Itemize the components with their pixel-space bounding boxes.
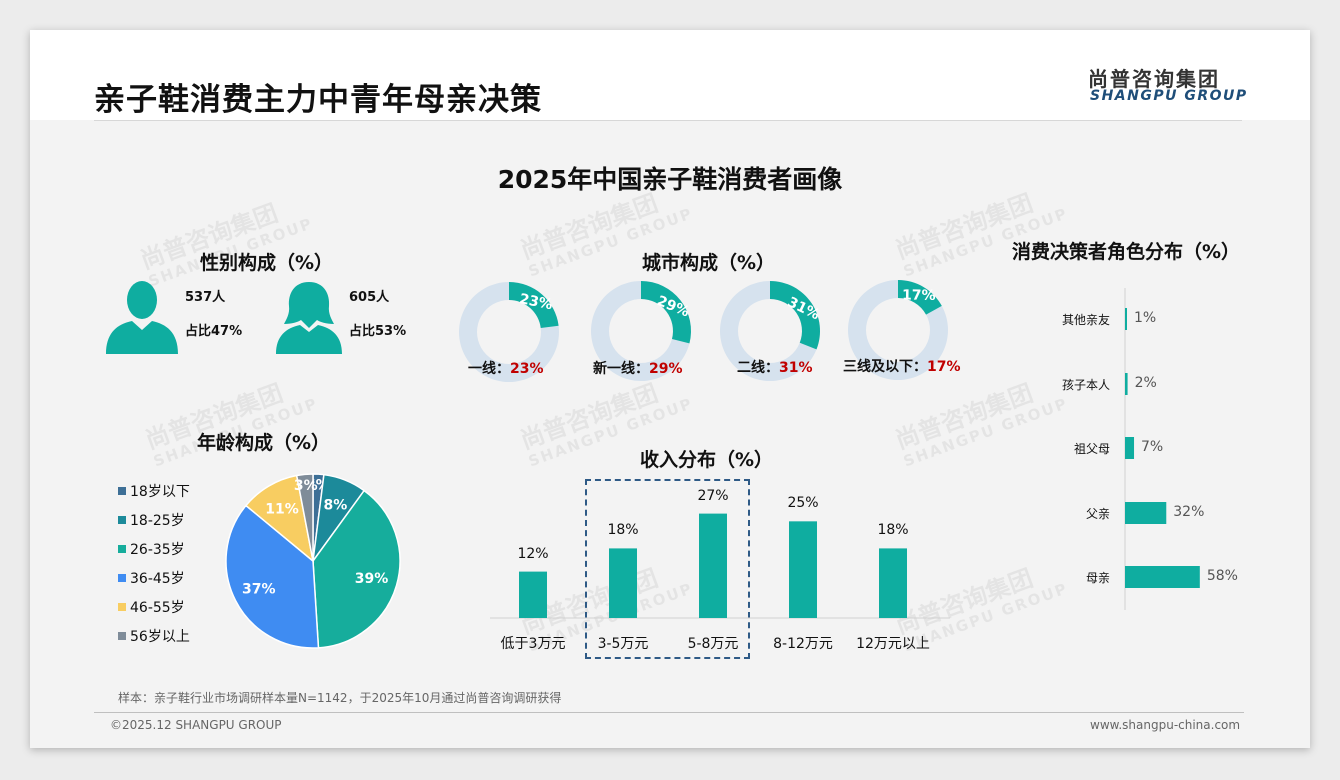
legend-label: 18-25岁	[130, 513, 185, 529]
pie-value-label: 11%	[265, 502, 299, 518]
income-value-label: 27%	[697, 487, 729, 504]
pie-value-label: 8%	[324, 497, 348, 513]
pie-value-label: 37%	[242, 582, 276, 598]
income-value-label: 12%	[517, 545, 549, 562]
gender-section-title: 性别构成（%）	[200, 252, 334, 274]
role-bar	[1125, 566, 1200, 588]
income-category-label: 12万元以上	[856, 636, 930, 652]
role-bar	[1125, 437, 1135, 459]
legend-item: 18-25岁	[118, 510, 185, 530]
header-band	[30, 30, 1310, 120]
legend-label: 18岁以下	[130, 484, 190, 500]
income-category-label: 3-5万元	[597, 636, 649, 652]
role-bar	[1125, 308, 1127, 330]
income-bar	[519, 571, 547, 618]
legend-swatch	[118, 487, 126, 495]
role-bar	[1125, 373, 1128, 395]
pie-value-label: 39%	[355, 571, 389, 587]
income-category-label: 8-12万元	[773, 636, 833, 652]
income-category-label: 5-8万元	[687, 636, 739, 652]
pie-slice	[225, 504, 320, 649]
legend-swatch	[118, 603, 126, 611]
role-value-label: 2%	[1134, 375, 1157, 391]
footer-copyright: ©2025.12 SHANGPU GROUP	[110, 718, 282, 732]
roles-bar-chart	[1124, 288, 1200, 610]
income-bar	[789, 521, 817, 618]
city-label-new-tier1: 新一线：29%	[593, 361, 683, 377]
legend-item: 46-55岁	[118, 597, 185, 617]
female-count: 605人	[349, 290, 390, 305]
page-title: 亲子鞋消费主力中青年母亲决策	[94, 82, 542, 118]
male-share: 占比47%	[185, 324, 243, 339]
donut-segment	[641, 281, 691, 344]
income-bar-chart	[490, 513, 950, 619]
age-section-title: 年龄构成（%）	[197, 432, 331, 454]
role-value-label: 32%	[1173, 504, 1205, 520]
income-bar	[879, 548, 907, 618]
income-bar	[699, 513, 727, 618]
donut-segment	[509, 282, 559, 328]
male-count: 537人	[185, 290, 226, 305]
age-pie-chart: 2%8%39%37%11%3%	[225, 473, 401, 649]
slide: 亲子鞋消费主力中青年母亲决策 尚普咨询集团 SHANGPU GROUP 尚普咨询…	[30, 30, 1310, 748]
female-silhouette-icon	[276, 282, 342, 354]
legend-label: 46-55岁	[130, 600, 185, 616]
main-title: 2025年中国亲子鞋消费者画像	[497, 165, 843, 194]
income-value-label: 18%	[607, 522, 639, 539]
male-silhouette-icon	[106, 281, 178, 354]
role-category-label: 其他亲友	[1061, 313, 1110, 327]
legend-item: 56岁以上	[118, 626, 190, 646]
role-value-label: 7%	[1141, 439, 1164, 455]
city-label-tier3-below: 三线及以下：17%	[843, 359, 961, 375]
pie-slice	[312, 489, 401, 649]
pie-slice	[295, 473, 314, 562]
role-category-label: 祖父母	[1073, 442, 1110, 456]
legend-item: 26-35岁	[118, 539, 185, 559]
role-category-label: 孩子本人	[1061, 378, 1110, 392]
legend-label: 56岁以上	[130, 629, 190, 645]
sample-note: 样本：亲子鞋行业市场调研样本量N=1142，于2025年10月通过尚普咨询调研获…	[118, 691, 562, 705]
legend-swatch	[118, 574, 126, 582]
legend-label: 26-35岁	[130, 542, 185, 558]
donut-value-label: 17%	[902, 288, 936, 304]
brand-name-cn: 尚普咨询集团	[1088, 67, 1220, 91]
role-value-label: 58%	[1206, 568, 1238, 584]
female-share: 占比53%	[349, 324, 407, 339]
legend-item: 36-45岁	[118, 568, 185, 588]
city-section-title: 城市构成（%）	[642, 252, 776, 274]
role-category-label: 父亲	[1085, 507, 1110, 521]
city-label-tier2: 二线：31%	[737, 360, 813, 376]
role-category-label: 母亲	[1085, 571, 1110, 585]
footer-website: www.shangpu-china.com	[1090, 718, 1241, 732]
role-value-label: 1%	[1134, 310, 1157, 326]
legend-item: 18岁以下	[118, 481, 190, 501]
legend-swatch	[118, 545, 126, 553]
legend-swatch	[118, 516, 126, 524]
brand-name-en: SHANGPU GROUP	[1090, 88, 1248, 104]
income-highlight-box	[585, 479, 750, 659]
donut-segment	[770, 281, 820, 350]
city-label-tier1: 一线：23%	[468, 361, 544, 377]
donut-segment	[898, 280, 942, 315]
city-donut-charts: 23% 29% 31% 17%	[458, 280, 948, 382]
role-bar	[1125, 502, 1167, 524]
income-value-label: 18%	[877, 522, 909, 539]
header-divider	[94, 120, 1242, 121]
income-bar	[609, 548, 637, 618]
donut-value-label: 23%	[518, 291, 554, 313]
pie-value-label: 3%	[294, 478, 318, 494]
roles-section-title: 消费决策者角色分布（%）	[1012, 241, 1241, 263]
income-value-label: 25%	[787, 495, 819, 512]
income-section-title: 收入分布（%）	[640, 449, 774, 471]
income-category-label: 低于3万元	[500, 636, 566, 652]
legend-swatch	[118, 632, 126, 640]
footer-divider	[94, 712, 1244, 713]
legend-label: 36-45岁	[130, 571, 185, 587]
